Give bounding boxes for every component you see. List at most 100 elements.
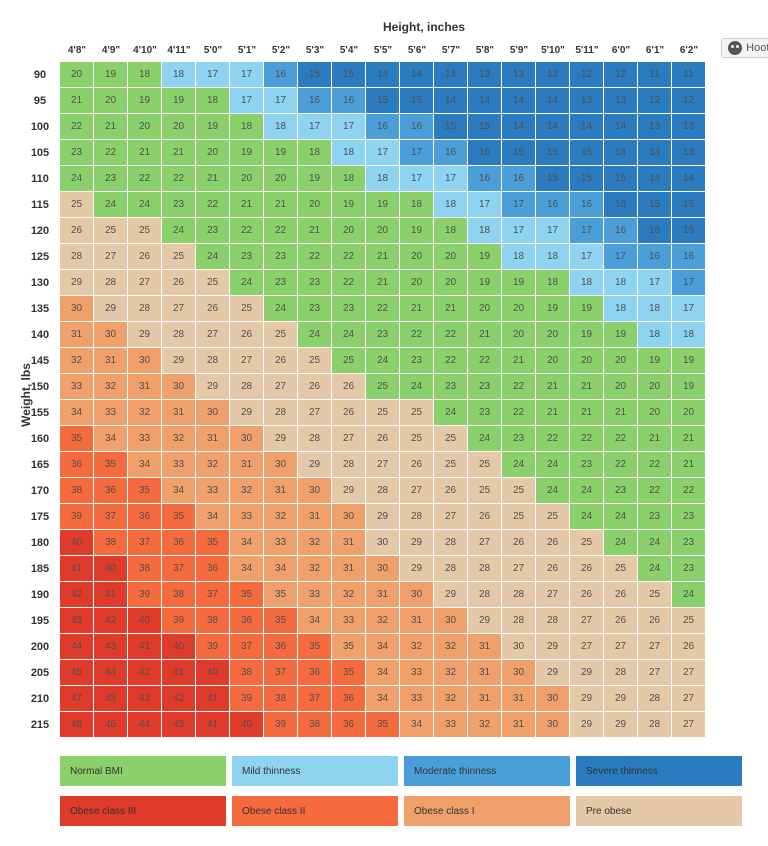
bmi-cell: 17 <box>230 62 263 87</box>
bmi-cell: 36 <box>196 556 229 581</box>
row-header: 165 <box>20 452 60 478</box>
bmi-cell: 26 <box>366 426 399 451</box>
bmi-cell: 15 <box>536 166 569 191</box>
legend-item-obese2: Obese class II <box>232 796 398 826</box>
bmi-cell: 24 <box>366 348 399 373</box>
bmi-cell: 18 <box>366 166 399 191</box>
bmi-heatmap: Weight, lbs 9095100105110115120125130135… <box>20 38 768 738</box>
bmi-cell: 25 <box>366 400 399 425</box>
bmi-cell: 38 <box>94 530 127 555</box>
bmi-cell: 32 <box>128 400 161 425</box>
bmi-cell: 37 <box>264 660 297 685</box>
bmi-cell: 19 <box>162 88 195 113</box>
bmi-cell: 37 <box>196 582 229 607</box>
bmi-cell: 18 <box>196 88 229 113</box>
bmi-cell: 18 <box>672 322 705 347</box>
bmi-cell: 17 <box>264 88 297 113</box>
bmi-cell: 40 <box>94 556 127 581</box>
bmi-cell: 21 <box>60 88 93 113</box>
bmi-cell: 23 <box>434 374 467 399</box>
bmi-cell: 44 <box>60 634 93 659</box>
column-header: 5'9" <box>502 38 536 62</box>
bmi-cell: 18 <box>332 166 365 191</box>
bmi-cell: 16 <box>638 244 671 269</box>
bmi-cell: 22 <box>434 322 467 347</box>
row-header: 210 <box>20 686 60 712</box>
bmi-cell: 30 <box>502 660 535 685</box>
legend-label: Obese class III <box>70 806 136 817</box>
bmi-cell: 36 <box>128 504 161 529</box>
bmi-cell: 18 <box>332 140 365 165</box>
bmi-cell: 15 <box>672 218 705 243</box>
bmi-cell: 31 <box>468 660 501 685</box>
bmi-cell: 16 <box>468 140 501 165</box>
bmi-cell: 20 <box>366 218 399 243</box>
bmi-cell: 18 <box>604 296 637 321</box>
column-header: 4'10" <box>128 38 162 62</box>
bmi-cell: 27 <box>468 530 501 555</box>
bmi-cell: 37 <box>298 686 331 711</box>
bmi-cell: 31 <box>366 582 399 607</box>
bmi-cell: 23 <box>298 270 331 295</box>
bmi-cell: 23 <box>60 140 93 165</box>
row-header: 100 <box>20 114 60 140</box>
bmi-cell: 25 <box>672 608 705 633</box>
bmi-cell: 48 <box>60 712 93 737</box>
bmi-cell: 12 <box>536 62 569 87</box>
bmi-cell: 34 <box>128 452 161 477</box>
bmi-cell: 18 <box>536 270 569 295</box>
bmi-cell: 26 <box>400 452 433 477</box>
bmi-cell: 29 <box>400 530 433 555</box>
bmi-cell: 20 <box>60 62 93 87</box>
bmi-cell: 22 <box>672 478 705 503</box>
bmi-cell: 40 <box>128 608 161 633</box>
bmi-cell: 18 <box>434 192 467 217</box>
bmi-cell: 35 <box>366 712 399 737</box>
bmi-cell: 36 <box>298 660 331 685</box>
bmi-cell: 36 <box>332 712 365 737</box>
bmi-cell: 21 <box>604 400 637 425</box>
bmi-cell: 15 <box>434 114 467 139</box>
column-header: 4'8" <box>60 38 94 62</box>
bmi-cell: 17 <box>230 88 263 113</box>
bmi-cell: 15 <box>604 166 637 191</box>
bmi-cell: 35 <box>128 478 161 503</box>
hootlet-widget[interactable]: Hootlet <box>721 38 768 58</box>
bmi-cell: 42 <box>162 686 195 711</box>
bmi-cell: 24 <box>536 452 569 477</box>
bmi-cell: 28 <box>502 582 535 607</box>
bmi-cell: 16 <box>434 140 467 165</box>
bmi-cell: 17 <box>672 270 705 295</box>
bmi-cell: 34 <box>298 608 331 633</box>
bmi-cell: 21 <box>672 452 705 477</box>
bmi-cell: 16 <box>298 88 331 113</box>
bmi-cell: 12 <box>638 88 671 113</box>
bmi-cell: 24 <box>230 270 263 295</box>
bmi-cell: 27 <box>400 478 433 503</box>
bmi-cell: 20 <box>128 114 161 139</box>
bmi-cell: 23 <box>94 166 127 191</box>
bmi-cell: 31 <box>162 400 195 425</box>
bmi-cell: 17 <box>298 114 331 139</box>
bmi-cell: 33 <box>332 608 365 633</box>
bmi-cell: 38 <box>196 608 229 633</box>
bmi-cell: 22 <box>604 452 637 477</box>
bmi-cell: 38 <box>230 660 263 685</box>
bmi-cell: 27 <box>502 556 535 581</box>
column-header: 5'7" <box>434 38 468 62</box>
bmi-cell: 31 <box>332 556 365 581</box>
bmi-cell: 18 <box>230 114 263 139</box>
bmi-cell: 17 <box>468 192 501 217</box>
bmi-cell: 18 <box>264 114 297 139</box>
bmi-cell: 20 <box>468 296 501 321</box>
bmi-cell: 26 <box>230 322 263 347</box>
bmi-cell: 36 <box>264 634 297 659</box>
bmi-cell: 22 <box>128 166 161 191</box>
bmi-cell: 32 <box>298 530 331 555</box>
bmi-cell: 36 <box>332 686 365 711</box>
bmi-cell: 27 <box>94 244 127 269</box>
bmi-cell: 22 <box>638 478 671 503</box>
bmi-cell: 17 <box>434 166 467 191</box>
bmi-cell: 21 <box>196 166 229 191</box>
bmi-cell: 33 <box>400 660 433 685</box>
